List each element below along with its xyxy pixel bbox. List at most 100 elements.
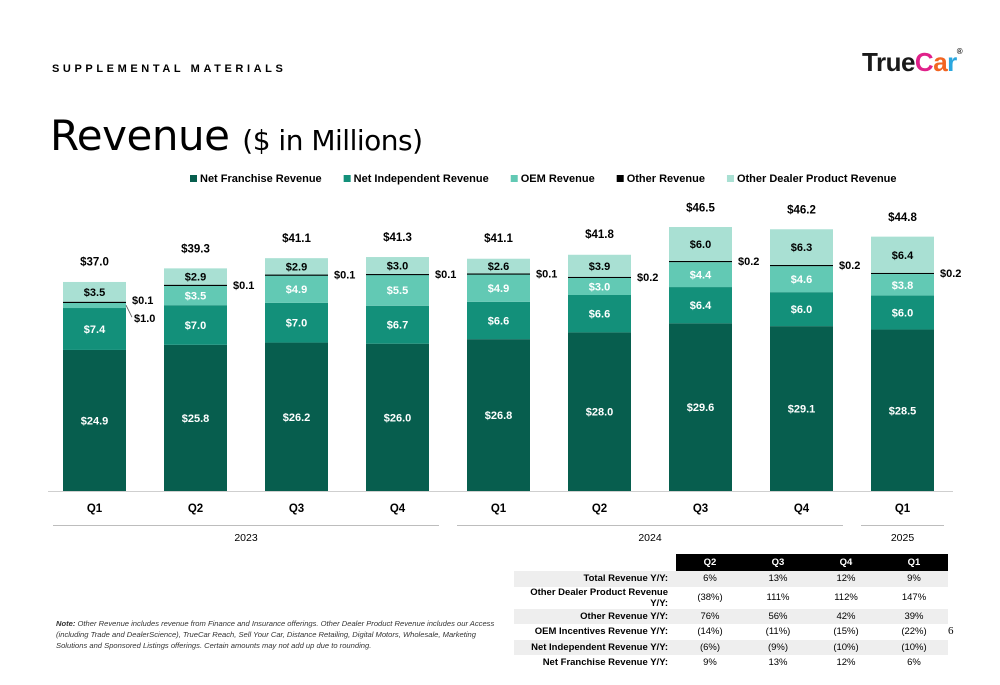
yoy-table: Q2 Q3 Q4 Q1 Total Revenue Y/Y: 6% 13% 12% 9% Othe… (514, 554, 948, 671)
oem-bar (467, 274, 530, 302)
net-franchise-bar (568, 332, 631, 491)
other-revenue-label: $0.1 (435, 269, 456, 281)
other-revenue-label: $0.2 (839, 260, 860, 272)
other-dealer-label: $6.0 (690, 239, 711, 251)
legend-swatch (190, 175, 197, 182)
net-independent-bar (265, 302, 328, 343)
table-cell: 6% (676, 571, 744, 587)
legend-label: Net Franchise Revenue (200, 173, 322, 185)
table-cell: 13% (768, 657, 788, 669)
x-tick-label: Q1 (491, 503, 507, 515)
net-independent-label: $6.6 (488, 315, 509, 327)
table-corner (514, 554, 676, 571)
net-independent-bar (669, 287, 732, 324)
x-tick-label: Q1 (895, 503, 911, 515)
oem-bar (265, 275, 328, 303)
net-independent-bar (63, 308, 126, 350)
net-independent-label: $6.6 (589, 309, 610, 321)
other-revenue-label: $0.1 (334, 270, 355, 282)
other-dealer-bar (63, 281, 126, 302)
table-cell: (10%) (812, 639, 880, 655)
net-independent-label: $6.4 (690, 300, 712, 312)
other-dealer-bar (871, 236, 934, 273)
net-independent-label: $7.4 (84, 324, 106, 336)
other-dealer-label: $3.0 (387, 261, 408, 273)
x-tick-label: Q2 (592, 503, 607, 515)
net-independent-bar (770, 292, 833, 327)
net-franchise-label: $26.8 (485, 410, 513, 422)
net-franchise-label: $26.0 (384, 412, 412, 424)
table-cell: (15%) (833, 626, 859, 638)
oem-revenue-label: $1.0 (134, 313, 155, 325)
table-cell: (10%) (880, 639, 948, 655)
title-sub: ($ in Millions) (242, 124, 423, 157)
net-franchise-label: $29.1 (788, 404, 816, 416)
table-cell: 39% (880, 608, 948, 624)
other-dealer-label: $6.3 (791, 242, 812, 254)
net-franchise-label: $29.6 (687, 402, 715, 414)
other-dealer-bar (366, 257, 429, 275)
table-cell: 13% (744, 571, 812, 587)
legend-swatch (343, 175, 351, 182)
other-dealer-bar (770, 229, 833, 265)
other-revenue-label: $0.2 (940, 268, 961, 280)
net-franchise-bar (366, 343, 429, 491)
oem-label: $3.5 (185, 290, 206, 302)
oem-label: $4.6 (791, 274, 812, 286)
total-label: $46.2 (787, 204, 816, 216)
net-franchise-label: $26.2 (283, 412, 311, 424)
table-row-label: Net Franchise Revenue Y/Y: (542, 657, 668, 669)
table-cell: (22%) (901, 626, 927, 638)
net-independent-label: $6.0 (791, 304, 812, 316)
page-title: Revenue ($ in Millions) (50, 111, 423, 160)
other-dealer-bar (568, 254, 631, 277)
total-label: $41.1 (484, 233, 513, 245)
x-tick-label: Q4 (390, 503, 406, 515)
table-cell: 56% (744, 608, 812, 624)
net-independent-label: $6.7 (387, 320, 408, 332)
table-row-label: Other Revenue Y/Y: (514, 608, 676, 624)
oem-label: $4.4 (690, 270, 712, 282)
oem-bar (669, 262, 732, 288)
table-cell: 147% (901, 592, 927, 603)
total-label: $37.0 (80, 256, 109, 268)
table-row: Net Franchise Revenue Y/Y: 9% 13% 12% 6% (514, 655, 948, 671)
table-cell: (38%) (697, 592, 723, 603)
table-row: OEM Incentives Revenue Y/Y: (14%) (11%) (15… (514, 624, 948, 640)
table-row: Other Revenue Y/Y: 76% 56% 42% 39% (514, 608, 948, 624)
oem-bar (63, 302, 126, 309)
legend-label: Net Independent Revenue (354, 173, 489, 185)
net-franchise-label: $28.0 (586, 407, 614, 419)
net-franchise-bar (164, 344, 227, 491)
x-tick-label: Q4 (794, 503, 810, 515)
legend-swatch (726, 175, 734, 182)
table-row: Net Independent Revenue Y/Y: (6%) (9%) (10%… (514, 639, 948, 655)
year-group-label: 2025 (891, 532, 915, 544)
table-cell: 12% (836, 657, 856, 669)
oem-bar (366, 274, 429, 306)
net-franchise-bar (467, 339, 530, 491)
other-revenue-label: $0.2 (637, 272, 658, 284)
other-dealer-label: $3.5 (84, 287, 105, 299)
page-number: 6 (948, 625, 954, 637)
total-label: $39.3 (181, 243, 210, 255)
title-main: Revenue (50, 111, 230, 160)
year-group-label: 2023 (234, 532, 258, 544)
oem-bar (770, 266, 833, 293)
net-franchise-bar (871, 329, 934, 491)
net-franchise-bar (669, 323, 732, 491)
legend-label: OEM Revenue (521, 173, 595, 185)
total-label: $41.8 (585, 229, 614, 241)
oem-label: $4.9 (286, 284, 307, 296)
oem-label: $4.9 (488, 283, 509, 295)
oem-callout-line (125, 305, 133, 318)
total-label: $41.3 (383, 232, 412, 244)
other-dealer-label: $2.6 (488, 261, 509, 273)
table-row-label: Total Revenue Y/Y: (514, 571, 676, 587)
x-tick-label: Q3 (289, 503, 304, 515)
net-franchise-bar (265, 342, 328, 491)
x-tick-label: Q1 (87, 503, 103, 515)
other-dealer-label: $3.9 (589, 261, 610, 273)
table-cell: 111% (766, 592, 790, 603)
oem-bar (568, 277, 631, 295)
